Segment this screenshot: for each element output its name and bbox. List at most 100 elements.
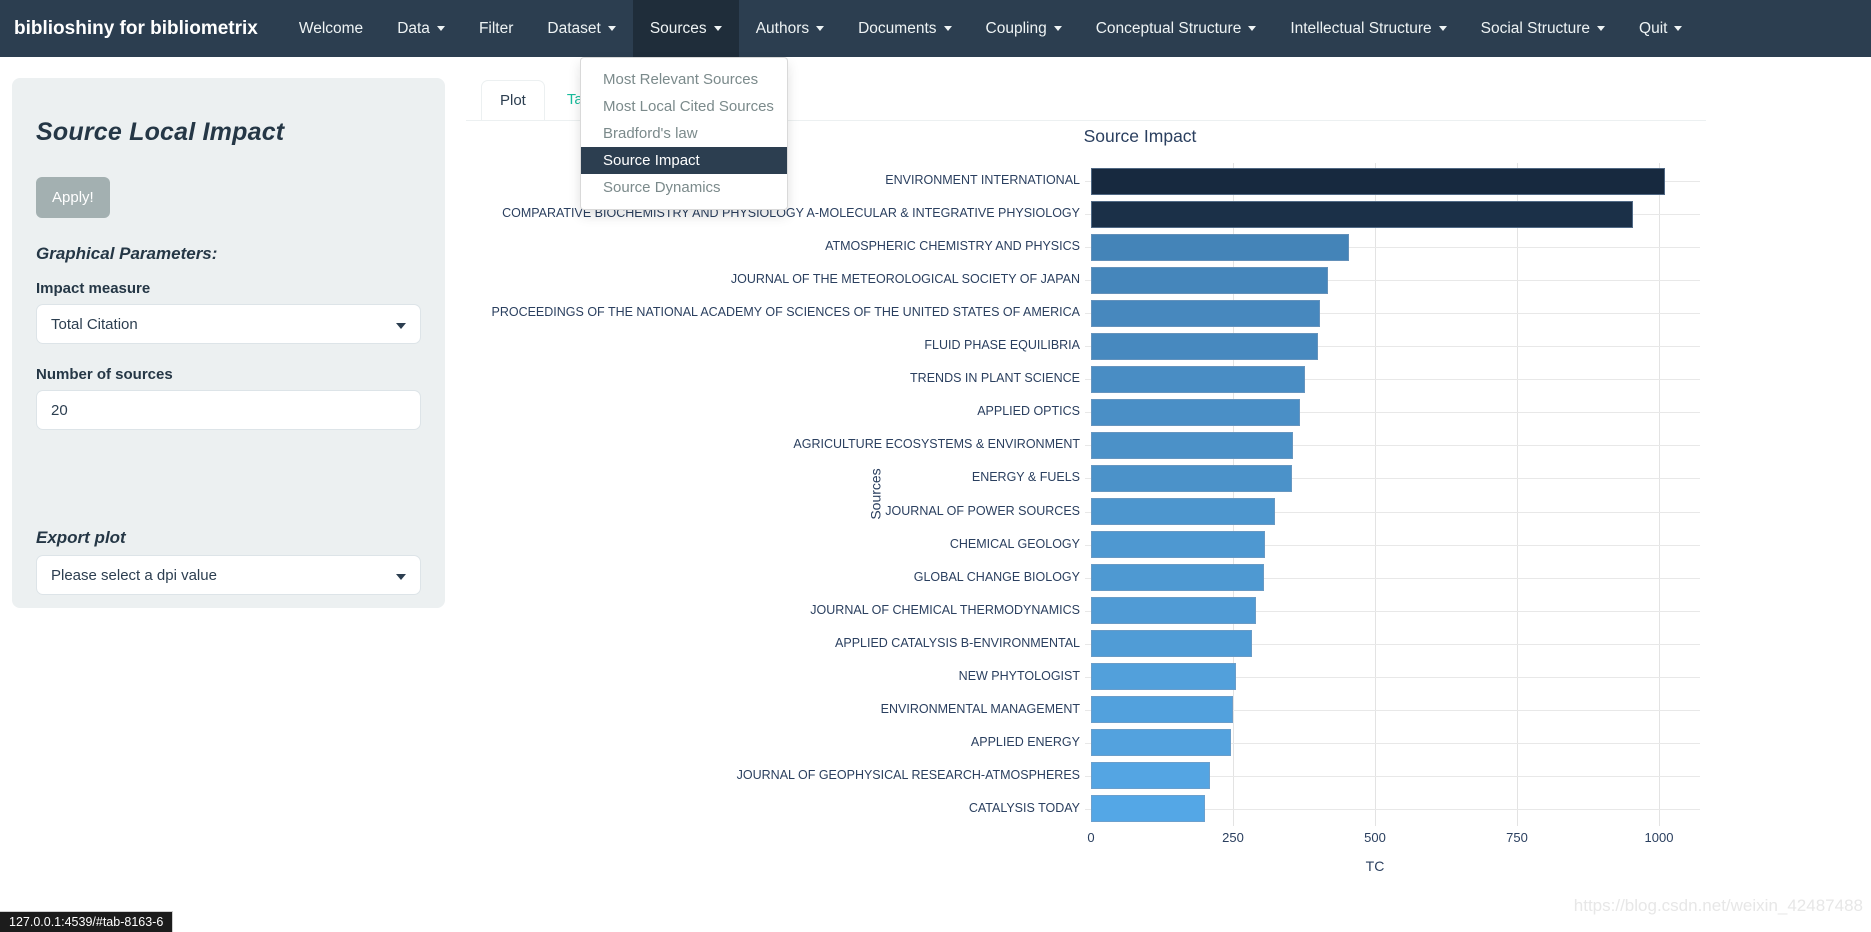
bar-label: TRENDS IN PLANT SCIENCE <box>910 371 1080 386</box>
nav-item-documents[interactable]: Documents <box>841 0 968 57</box>
bar-label: APPLIED OPTICS <box>977 404 1080 419</box>
nav-item-authors[interactable]: Authors <box>739 0 841 57</box>
bar-journal-of-power-sources[interactable] <box>1091 498 1275 525</box>
nav-item-coupling[interactable]: Coupling <box>969 0 1079 57</box>
bar-applied-optics[interactable] <box>1091 398 1300 426</box>
nav-item-label: Welcome <box>298 20 364 37</box>
bar-applied-energy[interactable] <box>1091 729 1231 757</box>
bar-chemical-geology[interactable] <box>1091 531 1265 559</box>
graphical-parameters-heading: Graphical Parameters: <box>36 244 218 263</box>
bar-label: ATMOSPHERIC CHEMISTRY AND PHYSICS <box>825 239 1080 254</box>
nav-item-data[interactable]: Data <box>380 0 462 57</box>
bar-environmental-management[interactable] <box>1091 696 1233 724</box>
nav-item-label: Documents <box>858 20 937 37</box>
source-impact-chart: Source Impact 0 250 500 750 1000 ENVIRONMENT … <box>480 123 1720 913</box>
nav-item-sources[interactable]: Sources <box>632 0 739 57</box>
row-gridline <box>1085 445 1700 447</box>
nav-item-dataset[interactable]: Dataset <box>530 0 632 57</box>
nav-item-social-structure[interactable]: Social Structure <box>1464 0 1622 57</box>
impact-measure-select[interactable]: Total Citation <box>36 304 421 344</box>
row-gridline <box>1085 676 1700 678</box>
bar-label: CATALYSIS TODAY <box>968 800 1080 815</box>
gridline-750 <box>1517 163 1518 826</box>
x-axis-title: TC <box>1365 858 1385 874</box>
chevron-down-icon <box>713 26 722 31</box>
nav-item-label: Data <box>397 20 430 37</box>
bar-energy-fuels[interactable] <box>1091 464 1292 492</box>
row-gridline <box>1085 346 1700 348</box>
bar-applied-catalysis-b-environmental[interactable] <box>1091 630 1252 658</box>
x-tick-0: 0 <box>1087 830 1095 845</box>
chevron-down-icon <box>396 574 406 580</box>
x-tick-750: 750 <box>1506 830 1528 845</box>
menu-item-most-relevant-sources[interactable]: Most Relevant Sources <box>603 71 759 88</box>
bar-proceedings-of-the-national-academy-of-sciences-of-the-united-states-of-america[interactable] <box>1091 299 1320 327</box>
bar-agriculture-ecosystems-environment[interactable] <box>1091 431 1293 459</box>
bar-journal-of-chemical-thermodynamics[interactable] <box>1091 597 1256 625</box>
apply-button[interactable]: Apply! <box>36 177 110 218</box>
row-gridline <box>1085 379 1700 381</box>
menu-item-bradford-s-law[interactable]: Bradford's law <box>603 125 698 142</box>
dpi-select[interactable]: Please select a dpi value <box>36 555 421 595</box>
impact-measure-selected-value: Total Citation <box>51 315 138 333</box>
number-of-sources-input[interactable] <box>51 401 406 419</box>
bar-comparative-biochemistry-and-physiology-a-molecular-integrative-physiology[interactable] <box>1091 200 1633 228</box>
sidebar-title: Source Local Impact <box>36 118 285 146</box>
y-axis-title: Sources <box>867 468 884 520</box>
nav-item-intellectual-structure[interactable]: Intellectual Structure <box>1273 0 1463 57</box>
bar-global-change-biology[interactable] <box>1091 564 1264 592</box>
bar-label: GLOBAL CHANGE BIOLOGY <box>913 569 1080 584</box>
gridline-250 <box>1233 163 1234 826</box>
nav-item-welcome[interactable]: Welcome <box>282 0 380 57</box>
bar-label: NEW PHYTOLOGIST <box>958 668 1080 683</box>
bar-label: APPLIED ENERGY <box>970 734 1080 749</box>
row-gridline <box>1085 412 1700 414</box>
row-gridline <box>1085 775 1700 777</box>
bar-label: FLUID PHASE EQUILIBRIA <box>924 338 1080 353</box>
nav-item-filter[interactable]: Filter <box>462 0 530 57</box>
bar-catalysis-today[interactable] <box>1091 795 1205 823</box>
bar-environment-international[interactable] <box>1091 167 1665 195</box>
row-gridline <box>1085 313 1700 315</box>
bar-label: JOURNAL OF GEOPHYSICAL RESEARCH-ATMOSPHE… <box>736 767 1080 782</box>
chevron-down-icon <box>943 26 952 31</box>
nav-item-label: Social Structure <box>1480 20 1591 37</box>
tab-plot[interactable]: Plot <box>481 80 545 120</box>
row-gridline <box>1085 742 1700 744</box>
bar-new-phytologist[interactable] <box>1091 663 1236 691</box>
row-gridline <box>1085 643 1700 645</box>
number-of-sources-label: Number of sources <box>36 366 173 383</box>
bar-label: ENVIRONMENTAL MANAGEMENT <box>880 701 1080 716</box>
chevron-down-icon <box>1053 26 1062 31</box>
bar-journal-of-geophysical-research-atmospheres[interactable] <box>1091 762 1210 790</box>
app-brand: biblioshiny for bibliometrix <box>14 18 258 39</box>
menu-item-source-dynamics[interactable]: Source Dynamics <box>603 179 721 196</box>
menu-item-most-local-cited-sources[interactable]: Most Local Cited Sources <box>603 98 774 115</box>
nav-item-label: Intellectual Structure <box>1290 20 1432 37</box>
nav-item-label: Dataset <box>547 20 601 37</box>
bar-label: APPLIED CATALYSIS B-ENVIRONMENTAL <box>835 635 1080 650</box>
nav-item-quit[interactable]: Quit <box>1622 0 1699 57</box>
chart-title: Source Impact <box>1083 126 1197 146</box>
nav-item-conceptual-structure[interactable]: Conceptual Structure <box>1079 0 1274 57</box>
bar-label: JOURNAL OF CHEMICAL THERMODYNAMICS <box>810 602 1080 617</box>
row-gridline <box>1085 280 1700 282</box>
gridline-1000 <box>1659 163 1660 826</box>
bar-label: JOURNAL OF THE METEOROLOGICAL SOCIETY OF… <box>730 272 1080 287</box>
menu-item-source-impact[interactable]: Source Impact <box>581 147 787 174</box>
sidebar-panel: Source Local Impact Apply! Graphical Par… <box>12 78 445 608</box>
bar-journal-of-the-meteorological-society-of-japan[interactable] <box>1091 266 1328 294</box>
bar-trends-in-plant-science[interactable] <box>1091 365 1305 393</box>
sources-dropdown-menu: Most Relevant Sources Most Local Cited So… <box>580 57 788 210</box>
export-plot-heading: Export plot <box>36 528 126 547</box>
nav-item-label: Authors <box>755 20 810 37</box>
row-gridline <box>1085 610 1700 612</box>
bar-atmospheric-chemistry-and-physics[interactable] <box>1091 233 1349 261</box>
navbar: biblioshiny for bibliometrix Welcome Data… <box>0 0 1871 57</box>
bar-label: JOURNAL OF POWER SOURCES <box>885 503 1080 518</box>
x-tick-1000: 1000 <box>1644 830 1674 845</box>
row-gridline <box>1085 247 1700 249</box>
bar-fluid-phase-equilibria[interactable] <box>1091 332 1318 360</box>
chevron-down-icon <box>436 26 445 31</box>
row-gridline <box>1085 577 1700 579</box>
